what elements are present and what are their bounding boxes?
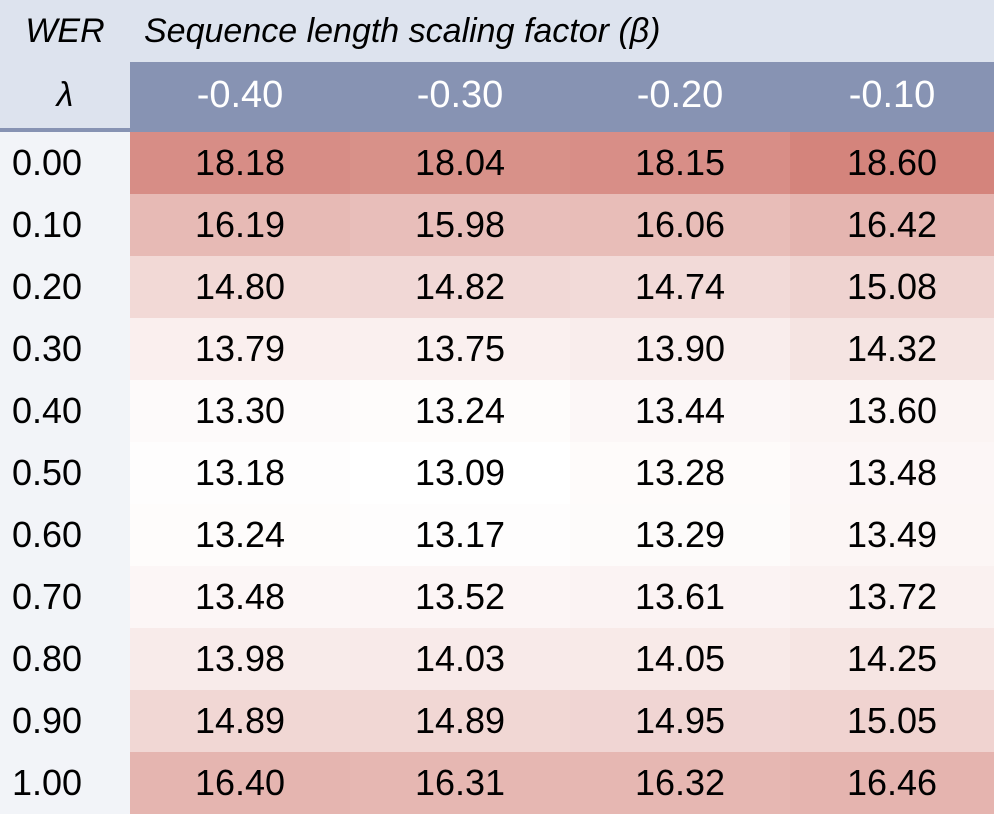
heatmap-cell: 16.31 — [350, 752, 570, 814]
row-header: 0.60 — [0, 504, 130, 566]
heatmap-cell: 13.75 — [350, 318, 570, 380]
heatmap-cell: 13.28 — [570, 442, 790, 504]
heatmap-cell: 14.80 — [130, 256, 350, 318]
row-header: 0.50 — [0, 442, 130, 504]
row-header: 0.80 — [0, 628, 130, 690]
heatmap-cell: 18.04 — [350, 132, 570, 194]
heatmap-cell: 13.24 — [130, 504, 350, 566]
heatmap-cell: 13.44 — [570, 380, 790, 442]
row-header-label: λ — [0, 62, 130, 132]
column-header: -0.40 — [130, 62, 350, 132]
heatmap-cell: 16.42 — [790, 194, 994, 256]
heatmap-cell: 13.79 — [130, 318, 350, 380]
heatmap-cell: 14.89 — [350, 690, 570, 752]
heatmap-cell: 13.72 — [790, 566, 994, 628]
row-header: 0.10 — [0, 194, 130, 256]
row-header: 0.20 — [0, 256, 130, 318]
row-header: 1.00 — [0, 752, 130, 814]
column-header: -0.30 — [350, 62, 570, 132]
heatmap-cell: 16.32 — [570, 752, 790, 814]
heatmap-cell: 13.98 — [130, 628, 350, 690]
heatmap-cell: 16.46 — [790, 752, 994, 814]
heatmap-cell: 13.09 — [350, 442, 570, 504]
row-header: 0.40 — [0, 380, 130, 442]
heatmap-cell: 13.48 — [790, 442, 994, 504]
heatmap-cell: 13.48 — [130, 566, 350, 628]
heatmap-cell: 13.52 — [350, 566, 570, 628]
heatmap-cell: 16.40 — [130, 752, 350, 814]
table-title: Sequence length scaling factor (β) — [130, 0, 994, 62]
heatmap-cell: 13.29 — [570, 504, 790, 566]
column-header: -0.10 — [790, 62, 994, 132]
heatmap-cell: 14.05 — [570, 628, 790, 690]
heatmap-cell: 14.32 — [790, 318, 994, 380]
heatmap-cell: 13.49 — [790, 504, 994, 566]
heatmap-cell: 13.24 — [350, 380, 570, 442]
heatmap-cell: 13.18 — [130, 442, 350, 504]
heatmap-cell: 15.05 — [790, 690, 994, 752]
corner-label: WER — [0, 0, 130, 62]
heatmap-cell: 14.95 — [570, 690, 790, 752]
heatmap-cell: 13.60 — [790, 380, 994, 442]
heatmap-cell: 14.89 — [130, 690, 350, 752]
heatmap-cell: 13.30 — [130, 380, 350, 442]
heatmap-cell: 13.17 — [350, 504, 570, 566]
heatmap-cell: 16.19 — [130, 194, 350, 256]
heatmap-cell: 18.60 — [790, 132, 994, 194]
row-header: 0.30 — [0, 318, 130, 380]
row-header: 0.70 — [0, 566, 130, 628]
heatmap-cell: 13.61 — [570, 566, 790, 628]
heatmap-cell: 14.25 — [790, 628, 994, 690]
heatmap-cell: 15.08 — [790, 256, 994, 318]
heatmap-cell: 18.18 — [130, 132, 350, 194]
row-header: 0.00 — [0, 132, 130, 194]
heatmap-cell: 14.74 — [570, 256, 790, 318]
heatmap-cell: 16.06 — [570, 194, 790, 256]
row-header: 0.90 — [0, 690, 130, 752]
heatmap-cell: 14.03 — [350, 628, 570, 690]
heatmap-cell: 13.90 — [570, 318, 790, 380]
heatmap-cell: 14.82 — [350, 256, 570, 318]
heatmap-cell: 18.15 — [570, 132, 790, 194]
column-header: -0.20 — [570, 62, 790, 132]
heatmap-cell: 15.98 — [350, 194, 570, 256]
